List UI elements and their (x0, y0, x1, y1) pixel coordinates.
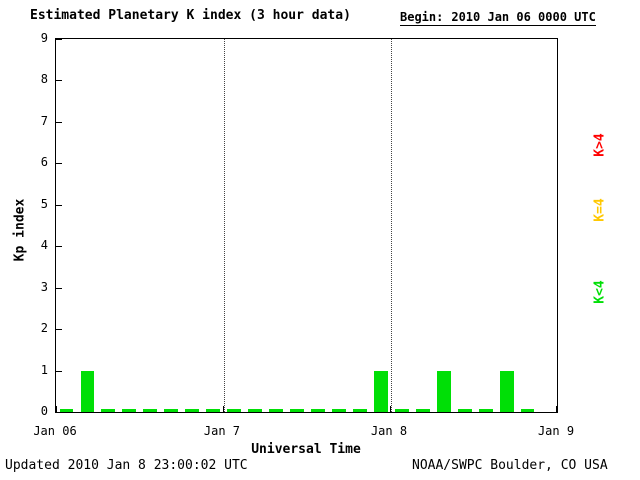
y-tick-mark (56, 80, 62, 82)
plot-area (55, 38, 558, 413)
kp-bar (394, 409, 409, 412)
y-tick-mark (56, 39, 62, 40)
y-tick-mark (56, 329, 62, 331)
y-tick-mark (56, 246, 62, 248)
updated-text: Updated 2010 Jan 8 23:00:02 UTC (5, 458, 248, 473)
y-tick-label: 6 (40, 155, 48, 170)
kp-bar (457, 409, 472, 412)
kp-bar (499, 370, 514, 412)
x-tick-label: Jan 7 (203, 424, 241, 438)
y-tick-mark (56, 204, 62, 206)
y-tick-label: 2 (40, 321, 48, 336)
kp-bar (227, 409, 242, 412)
kp-bar (478, 409, 493, 412)
y-axis-title: Kp index (12, 198, 28, 262)
begin-value: 2010 Jan 06 0000 UTC (451, 10, 596, 24)
kp-bar (332, 409, 346, 412)
y-tick-mark (56, 287, 62, 289)
chart-title: Estimated Planetary K index (3 hour data… (30, 8, 351, 23)
x-tick-label: Jan 06 (33, 424, 77, 438)
x-tick-label: Jan 8 (370, 424, 408, 438)
x-tick-mark (56, 406, 57, 412)
kp-bar (185, 409, 200, 412)
legend-item: K=4 (592, 198, 608, 222)
y-tick-mark (56, 121, 62, 123)
kp-bar (164, 409, 179, 412)
x-axis-title: Universal Time (251, 442, 361, 457)
y-tick-label: 1 (40, 362, 48, 377)
begin-timestamp: Begin: 2010 Jan 06 0000 UTC (400, 10, 596, 26)
y-tick-label: 3 (40, 279, 48, 294)
day-boundary-gridline (223, 39, 225, 412)
y-tick-mark (56, 370, 62, 372)
kp-bar (101, 409, 116, 412)
kp-bar (311, 409, 325, 412)
y-tick-label: 0 (40, 404, 48, 418)
kp-bar (248, 409, 263, 412)
x-tick-mark (222, 406, 224, 412)
kp-bar (80, 370, 95, 412)
y-tick-mark (56, 412, 62, 413)
legend-item: K<4 (592, 280, 608, 304)
day-boundary-gridline (391, 39, 393, 412)
kp-bar (436, 370, 451, 412)
x-tick-mark (556, 406, 557, 412)
kp-bar (59, 409, 74, 412)
begin-label: Begin: (400, 10, 444, 24)
legend-item: K>4 (592, 133, 608, 157)
kp-bar (269, 409, 283, 412)
kp-bar (520, 409, 535, 412)
y-tick-label: 7 (40, 113, 48, 128)
kp-bar (143, 409, 158, 412)
y-tick-mark (56, 163, 62, 165)
kp-bar (290, 409, 304, 412)
x-tick-mark (390, 406, 392, 412)
y-tick-label: 4 (40, 238, 48, 253)
y-tick-label: 8 (40, 72, 48, 87)
kp-bar (373, 370, 388, 412)
kp-bar (122, 409, 137, 412)
y-tick-label: 5 (40, 196, 48, 211)
kp-bar (206, 409, 221, 412)
y-tick-label: 9 (40, 31, 48, 45)
kp-bar (415, 409, 430, 412)
credit-text: NOAA/SWPC Boulder, CO USA (412, 458, 608, 473)
x-tick-label: Jan 9 (537, 424, 575, 438)
kp-bar (352, 409, 367, 412)
